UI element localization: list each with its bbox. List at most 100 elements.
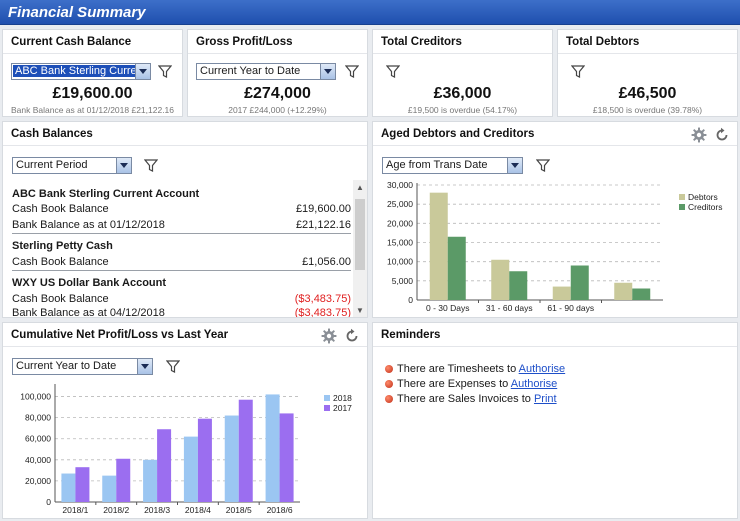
authorise-expenses-link[interactable]: Authorise xyxy=(510,378,558,390)
reminder-item: There are Timesheets to Authorise xyxy=(385,363,565,375)
bullet-icon xyxy=(385,395,393,403)
filter-icon[interactable] xyxy=(571,65,585,79)
divider xyxy=(373,346,737,347)
y-tick-label: 25,000 xyxy=(387,199,413,209)
y-tick-label: 60,000 xyxy=(25,434,51,444)
chevron-down-icon[interactable] xyxy=(507,158,522,173)
x-tick-label: 31 - 60 days xyxy=(486,303,533,313)
gross-profit-sub: 2017 £244,000 (+12.29%) xyxy=(228,105,327,115)
filter-icon[interactable] xyxy=(386,65,400,79)
row-label: Bank Balance as at 04/12/2018 xyxy=(12,307,165,318)
bar-debtors xyxy=(614,282,633,300)
bar-2018 xyxy=(224,415,239,502)
filter-icon[interactable] xyxy=(158,65,172,79)
authorise-timesheets-link[interactable]: Authorise xyxy=(518,363,566,375)
legend-label: 2017 xyxy=(333,403,352,413)
bar-2017 xyxy=(238,399,253,502)
aged-bar-chart: 0 5,000 10,000 15,000 20,000 25,000 30,000 0 - … xyxy=(387,180,722,313)
panel-title: Reminders xyxy=(381,329,441,341)
panel-title: Current Cash Balance xyxy=(11,36,132,48)
bar-2018 xyxy=(143,459,158,502)
chevron-down-icon[interactable] xyxy=(320,64,335,79)
bar-2018 xyxy=(102,475,117,502)
bullet-icon xyxy=(385,365,393,373)
row-value: £1,056.00 xyxy=(302,256,351,268)
bar-2018 xyxy=(61,473,76,502)
cash-balances-panel: Cash Balances Current Period ABC Bank St… xyxy=(2,121,368,318)
x-tick-label: 2018/3 xyxy=(144,505,170,515)
chevron-down-icon[interactable] xyxy=(135,64,150,79)
refresh-icon[interactable] xyxy=(714,127,730,143)
x-tick-label: 0 - 30 Days xyxy=(426,303,469,313)
row-label: Bank Balance as at 01/12/2018 xyxy=(12,219,165,231)
panel-title: Gross Profit/Loss xyxy=(196,36,293,48)
panel-title: Cumulative Net Profit/Loss vs Last Year xyxy=(11,329,229,341)
gear-icon[interactable] xyxy=(691,127,707,143)
row-value: £21,122.16 xyxy=(295,219,351,231)
aged-debtors-creditors-panel: Aged Debtors and Creditors Age from Tran… xyxy=(372,121,738,318)
divider xyxy=(558,53,737,54)
net-profit-bar-chart: 0 20,000 40,000 60,000 80,000 100,000 2018/1 20… xyxy=(20,384,352,515)
gross-profit-panel: Gross Profit/Loss Current Year to Date £… xyxy=(187,29,368,117)
account-name: WXY US Dollar Bank Account xyxy=(12,277,167,289)
chevron-down-icon[interactable] xyxy=(137,359,152,374)
period-select[interactable]: Current Year to Date xyxy=(196,63,336,80)
filter-icon[interactable] xyxy=(166,360,180,374)
divider xyxy=(373,53,552,54)
y-tick-label: 20,000 xyxy=(387,218,413,228)
filter-icon[interactable] xyxy=(144,159,158,173)
row-value: ($3,483.75) xyxy=(294,293,351,305)
reminder-text: There are Timesheets to xyxy=(397,363,519,375)
y-tick-label: 20,000 xyxy=(25,476,51,486)
select-value: Current Period xyxy=(16,159,88,171)
window-titlebar: Financial Summary xyxy=(0,0,740,25)
refresh-icon[interactable] xyxy=(344,328,360,344)
bullet-icon xyxy=(385,380,393,388)
scroll-down-icon[interactable]: ▼ xyxy=(356,306,364,315)
reminder-text: There are Sales Invoices to xyxy=(397,393,534,405)
bank-account-select[interactable]: ABC Bank Sterling Current xyxy=(11,63,151,80)
x-tick-label: 2018/6 xyxy=(267,505,293,515)
scroll-up-icon[interactable]: ▲ xyxy=(356,183,364,192)
legend-swatch xyxy=(324,395,330,401)
x-tick-label: 61 - 90 days xyxy=(547,303,594,313)
scroll-thumb[interactable] xyxy=(355,199,365,270)
y-tick-label: 10,000 xyxy=(387,257,413,267)
window-title: Financial Summary xyxy=(8,4,146,21)
bar-2018 xyxy=(183,436,198,502)
reminder-item: There are Expenses to Authorise xyxy=(385,378,557,390)
select-value: Age from Trans Date xyxy=(386,159,488,171)
age-basis-select[interactable]: Age from Trans Date xyxy=(382,157,523,174)
chevron-down-icon[interactable] xyxy=(116,158,131,173)
y-tick-label: 30,000 xyxy=(387,180,413,190)
divider xyxy=(188,53,367,54)
legend-swatch xyxy=(679,204,685,210)
total-debtors-panel: Total Debtors £46,500 £18,500 is overdue… xyxy=(557,29,738,117)
legend-label: 2018 xyxy=(333,393,352,403)
select-value: ABC Bank Sterling Current xyxy=(13,65,148,77)
print-sales-invoices-link[interactable]: Print xyxy=(533,393,557,405)
vertical-scrollbar[interactable]: ▲ ▼ xyxy=(353,180,367,317)
period-select[interactable]: Current Year to Date xyxy=(12,358,153,375)
bar-creditors xyxy=(632,288,651,300)
bar-2018 xyxy=(265,394,280,502)
row-value: ($3,483.75) xyxy=(294,307,351,318)
row-value: £19,600.00 xyxy=(295,203,351,215)
y-tick-label: 0 xyxy=(408,295,413,305)
account-name: ABC Bank Sterling Current Account xyxy=(12,188,200,200)
select-value: Current Year to Date xyxy=(16,360,117,372)
panel-title: Aged Debtors and Creditors xyxy=(381,128,535,140)
filter-icon[interactable] xyxy=(536,159,550,173)
creditors-sub: £19,500 is overdue (54.17%) xyxy=(407,105,518,115)
bar-2017 xyxy=(75,467,90,502)
y-tick-label: 5,000 xyxy=(392,276,414,286)
period-select[interactable]: Current Period xyxy=(12,157,132,174)
bar-debtors xyxy=(552,286,571,300)
divider xyxy=(373,145,737,146)
filter-icon[interactable] xyxy=(345,65,359,79)
row-label: Cash Book Balance xyxy=(12,203,109,215)
divider xyxy=(3,346,367,347)
reminder-item: There are Sales Invoices to Print xyxy=(385,393,557,405)
gear-icon[interactable] xyxy=(321,328,337,344)
bar-2017 xyxy=(279,413,294,502)
